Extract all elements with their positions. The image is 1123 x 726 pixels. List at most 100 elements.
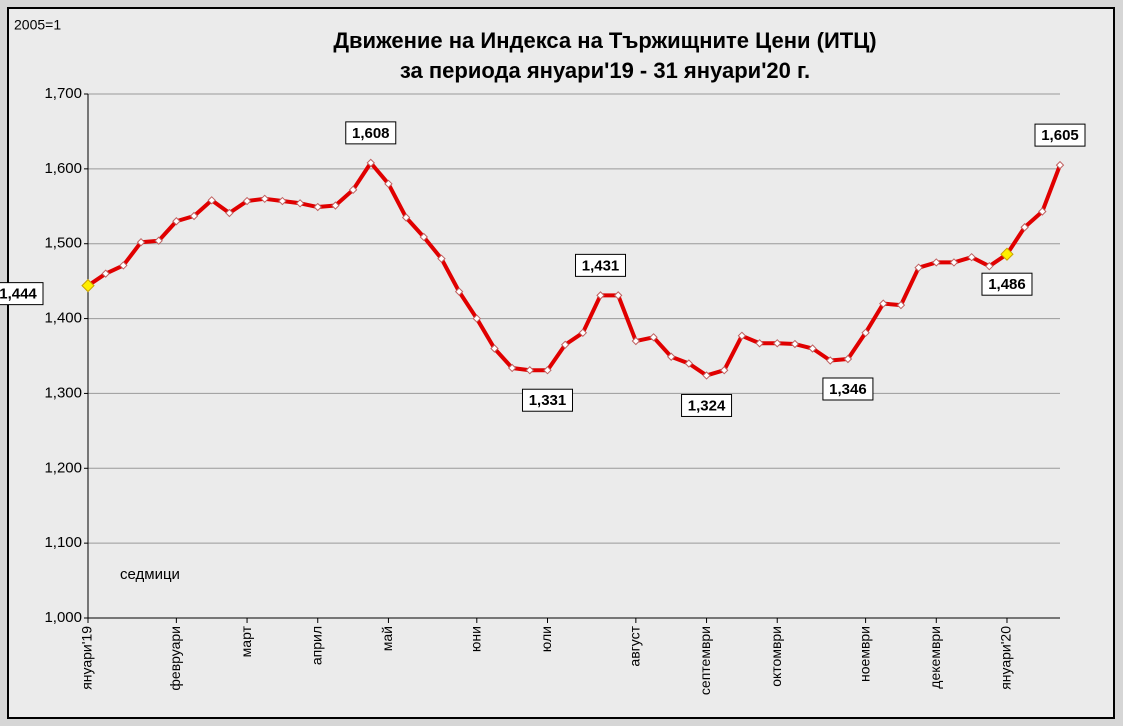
- point: [119, 261, 128, 270]
- chart-frame: [7, 7, 1115, 719]
- point: [702, 371, 711, 380]
- y-tick-label: 1,300: [44, 384, 82, 401]
- point: [861, 328, 870, 338]
- point: [172, 217, 181, 226]
- point: [313, 202, 322, 212]
- data-label-box: [575, 253, 627, 277]
- annotation: 2005=1: [14, 17, 61, 33]
- data-label-box: [822, 377, 874, 401]
- point: [879, 299, 888, 308]
- point: [154, 236, 163, 245]
- y-tick-label: 1,700: [44, 85, 82, 102]
- point: [808, 344, 817, 353]
- point: [596, 291, 605, 300]
- x-tick-label: февруари: [167, 626, 183, 691]
- point: [1055, 160, 1065, 170]
- point: [737, 331, 747, 340]
- point: [454, 287, 464, 296]
- point: [560, 340, 570, 349]
- x-tick-label: юни: [468, 626, 484, 652]
- point: [225, 208, 234, 218]
- y-tick-label: 1,200: [44, 459, 82, 476]
- annotation: седмици: [120, 566, 180, 583]
- y-tick-label: 1,600: [44, 160, 82, 177]
- point: [985, 261, 994, 271]
- point: [666, 352, 676, 361]
- x-tick-label: август: [627, 625, 643, 666]
- point: [684, 359, 694, 368]
- point: [472, 314, 482, 323]
- point: [932, 258, 941, 267]
- point: [348, 185, 358, 195]
- x-tick-label: ноември: [856, 626, 872, 682]
- point: [720, 366, 729, 375]
- point: [419, 232, 428, 242]
- data-label-box: [981, 272, 1033, 296]
- y-tick-label: 1,400: [44, 310, 82, 327]
- point: [366, 158, 375, 168]
- point: [843, 354, 853, 364]
- point: [914, 263, 923, 272]
- x-tick-label: юли: [538, 626, 554, 652]
- point: [1020, 223, 1029, 232]
- point: [631, 336, 641, 346]
- point: [613, 291, 623, 300]
- x-tick-label: октомври: [768, 626, 784, 687]
- data-label: 1,486: [988, 276, 1026, 293]
- chart-subtitle: за периода януари'19 - 31 януари'20 г.: [400, 58, 810, 83]
- point: [773, 339, 782, 348]
- point: [331, 201, 340, 210]
- data-label-box: [521, 388, 573, 412]
- point: [826, 356, 835, 365]
- point: [490, 344, 499, 353]
- x-tick-label: май: [379, 626, 395, 651]
- y-tick-label: 1,000: [44, 609, 82, 626]
- data-label-box: [681, 393, 733, 417]
- point: [260, 194, 269, 204]
- point: [949, 258, 959, 267]
- point: [384, 179, 393, 189]
- data-label-box: [345, 121, 397, 145]
- data-label-box: [0, 282, 44, 306]
- point: [242, 196, 252, 206]
- point: [967, 252, 976, 262]
- chart-title: Движение на Индекса на Тържищните Цени (…: [333, 28, 876, 53]
- point: [525, 366, 535, 375]
- point: [543, 366, 552, 375]
- data-label: 1,324: [688, 397, 726, 414]
- data-label: 1,605: [1041, 127, 1079, 144]
- data-label: 1,444: [0, 286, 37, 303]
- point: [278, 196, 287, 206]
- y-tick-label: 1,500: [44, 235, 82, 252]
- point: [295, 199, 305, 208]
- data-label-box: [1034, 123, 1086, 147]
- point: [189, 211, 199, 221]
- point: [649, 333, 658, 342]
- data-label: 1,608: [352, 125, 390, 142]
- point: [790, 339, 800, 349]
- x-tick-label: март: [238, 625, 254, 657]
- x-tick-label: септември: [697, 626, 713, 695]
- point: [507, 363, 517, 373]
- data-label: 1,431: [582, 257, 620, 274]
- point: [437, 254, 446, 263]
- point: [101, 269, 110, 278]
- point: [896, 300, 906, 310]
- point: [578, 328, 588, 338]
- point: [136, 238, 146, 247]
- point: [755, 339, 764, 348]
- x-tick-label: януари'19: [79, 626, 95, 690]
- point: [1000, 247, 1014, 261]
- data-label: 1,346: [829, 381, 867, 398]
- y-tick-label: 1,100: [44, 534, 82, 551]
- point: [81, 278, 95, 293]
- point: [401, 213, 411, 222]
- x-tick-label: декември: [927, 626, 943, 689]
- point: [1038, 207, 1047, 216]
- data-label: 1,331: [529, 392, 567, 409]
- x-tick-label: април: [308, 626, 324, 665]
- x-tick-label: януари'20: [998, 626, 1014, 690]
- point: [207, 196, 216, 205]
